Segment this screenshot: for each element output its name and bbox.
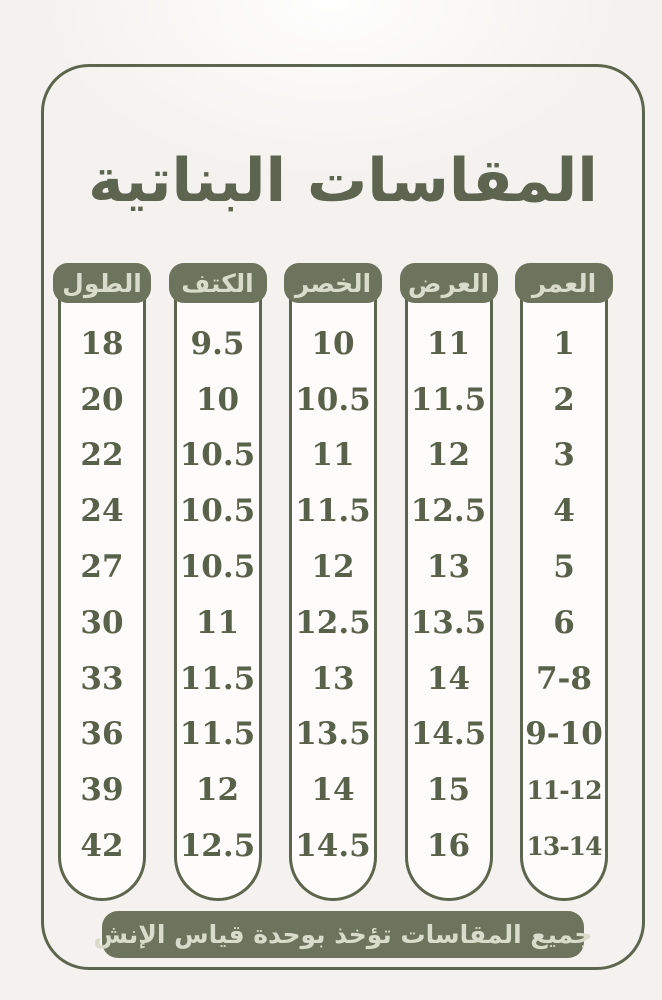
size-cell: 9.5: [190, 325, 245, 362]
size-table: العمر 1 2 3 4 5 6 7-8 9-10 11-12 13-14 العرض 11 11…: [53, 263, 613, 901]
size-cell: 14: [311, 772, 355, 809]
column-width-header: العرض: [399, 263, 498, 303]
column-shoulder: الكتف 9.5 10 10.5 10.5 10.5 11 11.5 11.5 12 12.5: [168, 263, 267, 901]
size-cell: 24: [80, 493, 124, 530]
column-waist-header: الخصر: [284, 263, 382, 303]
size-cell: 11.5: [410, 381, 487, 418]
size-cell: 11-12: [526, 775, 603, 805]
size-cell: 12: [311, 549, 355, 586]
size-chart-card: المقاسات البناتية العمر 1 2 3 4 5 6 7-8 9-10 11-…: [41, 64, 645, 970]
size-cell: 18: [80, 325, 124, 362]
column-age-values: 1 2 3 4 5 6 7-8 9-10 11-12 13-14: [520, 269, 608, 901]
size-cell: 42: [80, 828, 124, 865]
column-age-header: العمر: [515, 263, 613, 303]
column-waist: الخصر 10 10.5 11 11.5 12 12.5 13 13.5 14 14.5: [284, 263, 382, 901]
column-length-header: الطول: [53, 263, 151, 303]
size-cell: 30: [80, 604, 124, 641]
size-cell: 39: [80, 772, 124, 809]
size-cell: 27: [80, 549, 124, 586]
size-cell: 14.5: [410, 716, 487, 753]
size-cell: 11: [426, 325, 471, 362]
size-cell: 36: [80, 716, 124, 753]
column-length: الطول 18 20 22 24 27 30 33 36 39 42: [53, 263, 151, 901]
size-cell: 12.5: [179, 828, 256, 865]
size-cell: 11.5: [179, 716, 256, 753]
size-cell: 13.5: [295, 716, 371, 753]
size-cell: 10.5: [295, 381, 371, 418]
size-cell: 1: [553, 325, 575, 362]
size-cell: 12: [195, 772, 240, 809]
size-cell: 10: [311, 325, 355, 362]
size-cell: 7-8: [535, 660, 592, 697]
size-cell: 14: [426, 660, 471, 697]
size-cell: 3: [553, 437, 575, 474]
size-cell: 2: [553, 381, 575, 418]
size-cell: 16: [426, 828, 471, 865]
size-cell: 33: [80, 660, 124, 697]
size-cell: 12.5: [295, 604, 371, 641]
size-cell: 5: [553, 549, 575, 586]
size-cell: 20: [80, 381, 124, 418]
size-cell: 12: [426, 437, 471, 474]
page-title: المقاسات البناتية: [88, 146, 598, 216]
size-cell: 13-14: [526, 831, 603, 861]
size-cell: 9-10: [525, 716, 603, 753]
size-cell: 4: [553, 493, 575, 530]
column-width-values: 11 11.5 12 12.5 13 13.5 14 14.5 15 16: [404, 269, 493, 901]
size-cell: 12.5: [410, 493, 487, 530]
column-waist-values: 10 10.5 11 11.5 12 12.5 13 13.5 14 14.5: [289, 269, 377, 901]
size-cell: 10.5: [179, 549, 256, 586]
column-shoulder-values: 9.5 10 10.5 10.5 10.5 11 11.5 11.5 12 12.5: [173, 269, 262, 901]
column-shoulder-header: الكتف: [168, 263, 267, 303]
size-cell: 14.5: [295, 828, 371, 865]
size-cell: 10.5: [179, 493, 256, 530]
column-age: العمر 1 2 3 4 5 6 7-8 9-10 11-12 13-14: [515, 263, 613, 901]
size-cell: 13: [311, 660, 355, 697]
size-cell: 11: [311, 437, 355, 474]
size-cell: 11.5: [295, 493, 371, 530]
column-width: العرض 11 11.5 12 12.5 13 13.5 14 14.5 15 16: [399, 263, 498, 901]
column-length-values: 18 20 22 24 27 30 33 36 39 42: [58, 269, 146, 901]
size-cell: 11.5: [179, 660, 256, 697]
size-cell: 10.5: [179, 437, 256, 474]
size-cell: 11: [195, 604, 240, 641]
size-cell: 10: [195, 381, 240, 418]
size-cell: 6: [553, 604, 575, 641]
size-cell: 22: [80, 437, 124, 474]
footer-note: جميع المقاسات تؤخذ بوحدة قياس الإنش: [94, 911, 592, 958]
size-cell: 15: [426, 772, 471, 809]
size-cell: 13: [426, 549, 471, 586]
size-cell: 13.5: [410, 604, 487, 641]
